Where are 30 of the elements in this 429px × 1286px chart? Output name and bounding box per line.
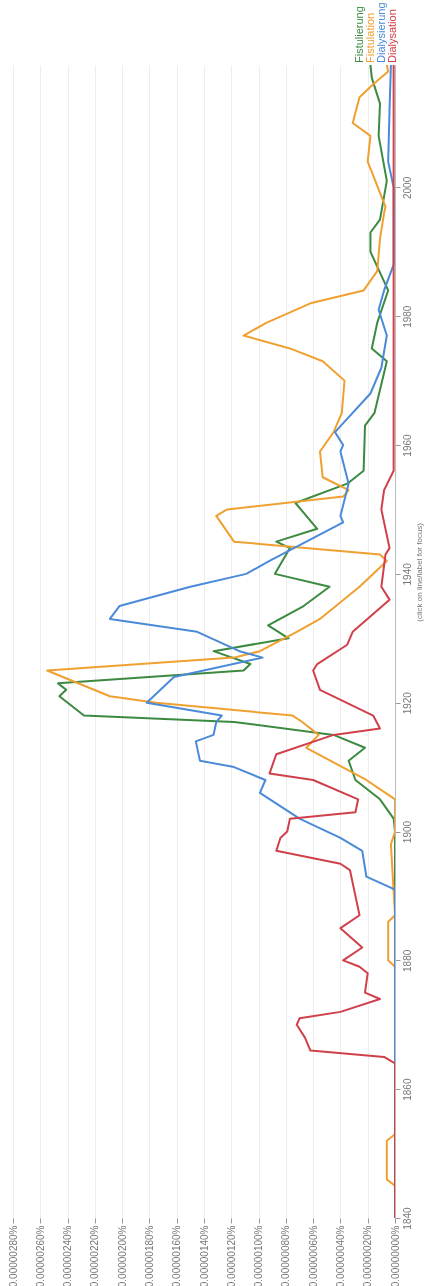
y-tick-label: 1920 — [401, 691, 413, 715]
x-tick-label: 0.00000040% — [334, 1225, 346, 1286]
text: (click on line/label for focus) — [415, 522, 424, 622]
x-tick-label: 0.00000280% — [7, 1225, 19, 1286]
y-tick-label: 1900 — [401, 820, 413, 844]
x-tick-label: 0.00000180% — [143, 1225, 155, 1286]
x-tick-label: 0.00000260% — [34, 1225, 46, 1286]
y-tick-label: 1840 — [401, 1206, 413, 1230]
x-tick-label: 0.00000080% — [280, 1225, 292, 1286]
y-tick-label: 1860 — [401, 1078, 413, 1101]
text: Dialysierung — [375, 2, 387, 63]
text: Fistulierung — [353, 6, 365, 63]
y-tick-label: 1940 — [401, 562, 413, 586]
x-tick-label: 0.00000060% — [307, 1225, 319, 1286]
x-tick-label: 0.00000160% — [171, 1225, 183, 1286]
line-series — [268, 65, 395, 1218]
x-tick-label: 0.00000100% — [253, 1225, 265, 1286]
y-tick-label: 1960 — [401, 433, 413, 457]
x-tick-label: 0.00000200% — [116, 1225, 128, 1286]
x-tick-label: 0.00000000% — [389, 1225, 401, 1286]
text: Fistulation — [364, 12, 376, 63]
x-tick-label: 0.00000220% — [89, 1225, 101, 1286]
y-tick-label: 1880 — [401, 949, 413, 972]
y-tick-label: 1980 — [401, 305, 413, 328]
x-tick-label: 0.00000140% — [198, 1225, 210, 1286]
x-tick-label: 0.00000020% — [362, 1225, 374, 1286]
x-tick-label: 0.00000240% — [62, 1225, 74, 1286]
x-tick-label: 0.00000120% — [225, 1225, 237, 1286]
y-tick-label: 2000 — [401, 176, 413, 200]
text: Dialysation — [386, 9, 398, 63]
